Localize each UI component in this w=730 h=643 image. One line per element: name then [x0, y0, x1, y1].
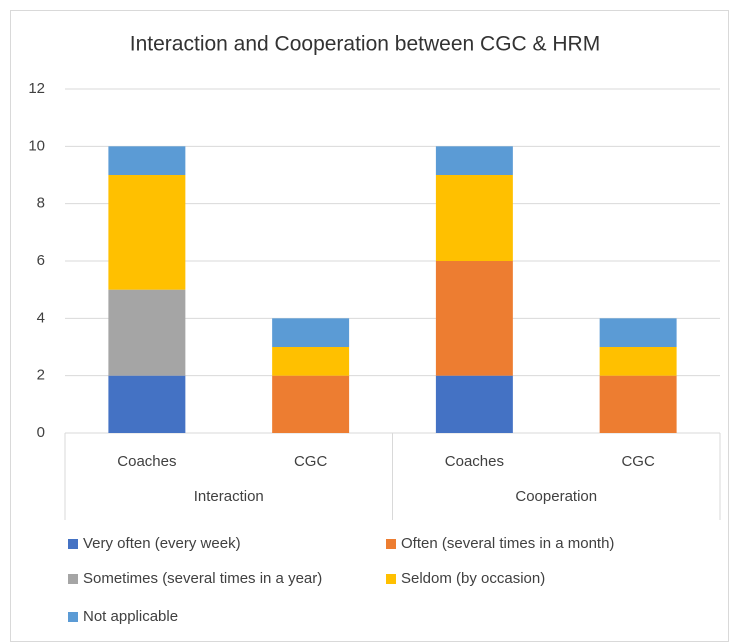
legend-swatch	[386, 539, 396, 549]
y-tick-label: 2	[37, 367, 45, 384]
y-tick-label: 10	[28, 137, 45, 154]
legend-label: Not applicable	[83, 608, 178, 625]
bar-segment	[108, 146, 186, 175]
bar-segment	[435, 375, 513, 433]
x-tick-label: CGC	[621, 453, 655, 470]
bar-segment	[108, 289, 186, 376]
bar-segment	[108, 175, 186, 290]
bar-segment	[435, 261, 513, 376]
bar-segment	[435, 146, 513, 175]
y-tick-label: 12	[28, 80, 45, 97]
bar-segment	[272, 375, 350, 433]
bar-segment	[272, 347, 350, 376]
y-tick-label: 0	[37, 424, 45, 441]
y-tick-label: 8	[37, 195, 45, 212]
x-tick-label: Coaches	[445, 453, 504, 470]
legend-label: Sometimes (several times in a year)	[83, 570, 322, 587]
x-tick-label: Coaches	[117, 453, 176, 470]
bar-segment	[599, 318, 677, 347]
bar-segment	[435, 175, 513, 261]
y-tick-label: 4	[37, 309, 45, 326]
legend-label: Seldom (by occasion)	[401, 570, 545, 587]
legend-label: Often (several times in a month)	[401, 535, 614, 552]
legend-swatch	[68, 612, 78, 622]
x-tick-label: CGC	[294, 453, 328, 470]
legend-swatch	[386, 574, 396, 584]
legend-swatch	[68, 539, 78, 549]
group-label: Cooperation	[515, 488, 597, 505]
bar-segment	[599, 347, 677, 376]
chart-title: Interaction and Cooperation between CGC …	[130, 33, 600, 56]
bar-segment	[272, 318, 350, 347]
y-tick-label: 6	[37, 252, 45, 269]
bar-segment	[599, 375, 677, 433]
group-label: Interaction	[194, 488, 264, 505]
legend-swatch	[68, 574, 78, 584]
legend-label: Very often (every week)	[83, 535, 241, 552]
bar-segment	[108, 375, 186, 433]
